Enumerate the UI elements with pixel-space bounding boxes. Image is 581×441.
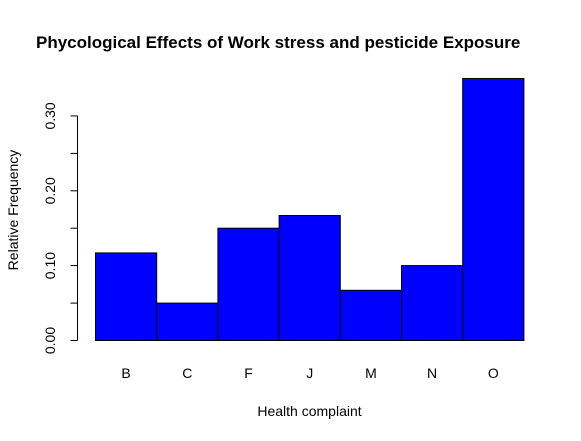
bar-N <box>401 265 464 342</box>
y-tick-label: 0.20 <box>42 177 58 204</box>
y-tick-label: 0.30 <box>42 102 58 129</box>
x-tick-label-F: F <box>244 365 253 381</box>
bar-J <box>278 215 341 341</box>
x-tick-label-J: J <box>306 365 313 381</box>
x-tick-label-B: B <box>121 365 130 381</box>
y-axis-label: Relative Frequency <box>5 150 21 271</box>
x-axis-label: Health complaint <box>257 403 361 419</box>
bar-F <box>217 227 280 341</box>
bar-O <box>462 78 525 341</box>
y-tick-label: 0.10 <box>42 252 58 279</box>
x-tick-label-N: N <box>427 365 437 381</box>
bar-B <box>95 252 158 341</box>
x-tick-label-O: O <box>488 365 499 381</box>
x-tick-label-C: C <box>182 365 192 381</box>
y-tick-label: 0.00 <box>42 327 58 354</box>
bars-group <box>95 78 525 342</box>
y-axis: 0.00 0.10 0.20 0.30 <box>42 102 78 354</box>
x-tick-label-M: M <box>365 365 377 381</box>
bar-C <box>156 302 219 342</box>
bar-M <box>339 289 402 341</box>
chart-title: Phycological Effects of Work stress and … <box>36 33 520 52</box>
